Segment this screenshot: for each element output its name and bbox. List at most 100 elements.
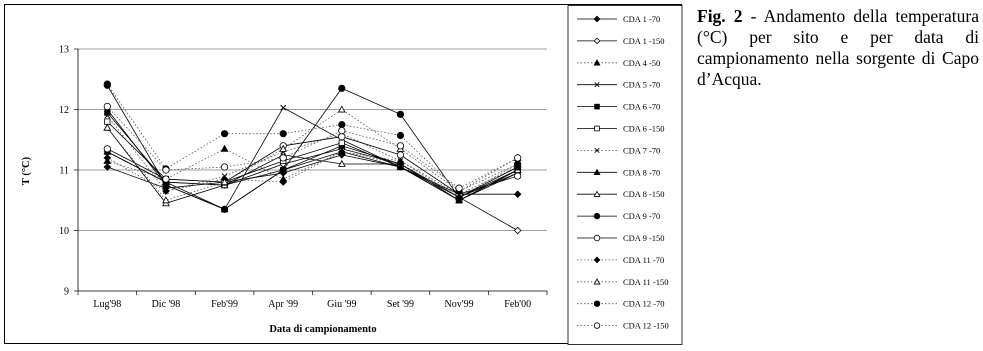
series-line-cda9-150: [107, 136, 518, 195]
legend-marker: [593, 59, 601, 66]
data-point: [279, 166, 287, 174]
x-tick-label: Lug'98: [93, 299, 121, 310]
x-tick-label: Apr '99: [268, 299, 298, 310]
legend-label: CDA 6 -150: [623, 124, 665, 134]
legend-marker: [594, 103, 600, 110]
legend-marker: [594, 125, 600, 132]
legend-label: CDA 5 -70: [623, 80, 660, 90]
x-tick-label: Feb'00: [504, 299, 531, 310]
legend-label: CDA 11 -70: [623, 255, 664, 265]
legend-label: CDA 9 -70: [623, 211, 660, 221]
legend-label: CDA 9 -150: [623, 233, 665, 243]
y-tick-label: 12: [59, 105, 69, 116]
x-tick-label: Feb'99: [211, 299, 238, 310]
gridlines: [78, 48, 547, 231]
data-point: [514, 160, 522, 168]
series-line-cda12-70: [106, 83, 518, 192]
data-point: [337, 105, 346, 113]
data-point: [279, 144, 288, 152]
legend-marker: [593, 322, 601, 329]
legend-marker: [593, 278, 601, 285]
data-point: [220, 130, 229, 138]
legend-label: CDA 1 -150: [623, 36, 665, 46]
legend: CDA 1 -70 CDA 1 -150 CDA 4 -50 CDA 5 -70 CDA…: [567, 5, 683, 345]
data-point: [280, 104, 287, 111]
data-point: [396, 160, 405, 168]
data-point: [396, 142, 405, 150]
x-tick-label: Nov'99: [445, 299, 474, 310]
x-tick-label: Giu '99: [327, 299, 356, 310]
series-lines: [106, 83, 518, 231]
data-point: [513, 190, 522, 198]
series-line-cda1-70: [107, 154, 518, 195]
data-point: [103, 163, 112, 171]
data-point: [455, 184, 463, 192]
data-point: [220, 163, 229, 171]
series-line-cda11-150: [106, 109, 518, 201]
data-point: [338, 127, 346, 135]
data-point: [337, 159, 346, 167]
legend-marker: [593, 37, 601, 45]
y-tick-label: 10: [59, 226, 69, 237]
data-point: [338, 84, 346, 92]
data-point: [220, 178, 229, 186]
legend-label: CDA 12 -70: [623, 299, 665, 309]
data-point: [103, 145, 111, 153]
data-point: [162, 196, 170, 204]
data-point: [396, 110, 405, 118]
legend-label: CDA 8 -70: [623, 167, 660, 177]
data-point: [103, 154, 112, 162]
legend-label: CDA 12 -150: [623, 321, 669, 331]
y-tick-label: 11: [59, 166, 69, 177]
legend-marker: [594, 82, 600, 88]
legend-marker: [593, 234, 601, 242]
line-chart: 9 10 11 12 13 Lug'98 Dic '98 Feb'99 Apr '99 Giu '…: [21, 5, 683, 345]
legend-marker: [594, 147, 600, 153]
legend-marker: [593, 300, 601, 307]
legend-box: [567, 5, 683, 345]
data-point: [396, 151, 405, 159]
caption-text: - Andamento della temperatura (°C) per s…: [697, 6, 979, 89]
data-point: [514, 154, 522, 162]
y-tick-label: 9: [64, 287, 69, 298]
legend-label: CDA 4 -50: [623, 58, 660, 68]
legend-label: CDA 6 -70: [623, 102, 660, 112]
y-tick-label: 13: [59, 45, 69, 56]
data-point: [104, 112, 111, 119]
series-markers: [103, 80, 522, 235]
axes: 9 10 11 12 13 Lug'98 Dic '98 Feb'99 Apr '99 Giu '…: [59, 45, 548, 310]
data-point: [513, 226, 522, 235]
data-point: [104, 109, 111, 116]
legend-marker: [593, 212, 601, 220]
data-point: [455, 193, 463, 201]
data-point: [338, 121, 346, 129]
chart-frame: 9 10 11 12 13 Lug'98 Dic '98 Feb'99 Apr '99 Giu '…: [4, 4, 683, 345]
legend-marker: [593, 168, 601, 175]
data-point: [220, 144, 229, 152]
data-point: [103, 123, 112, 131]
legend-label: CDA 11 -150: [623, 277, 669, 287]
data-point: [338, 133, 346, 141]
series-line-cda7-70: [106, 115, 518, 195]
figure-caption: Fig. 2 - Andamento della temperatura (°C…: [697, 6, 979, 90]
series-line-cda11-70: [107, 151, 518, 198]
data-point: [103, 80, 111, 88]
legend-label: CDA 1 -70: [623, 14, 660, 24]
x-axis-title: Data di campionamento: [269, 324, 376, 335]
legend-label: CDA 8 -150: [623, 189, 665, 199]
data-point: [220, 205, 229, 213]
data-point: [162, 187, 170, 195]
data-point: [338, 139, 345, 146]
series-line-cda4-50: [107, 148, 518, 198]
data-point: [162, 175, 170, 183]
series-line-cda8-70: [107, 151, 518, 210]
data-point: [396, 131, 405, 140]
x-tick-label: Dic '98: [152, 299, 181, 310]
series-line-cda6-70: [106, 112, 518, 201]
legend-label: CDA 7 -70: [623, 145, 660, 155]
legend-marker: [593, 15, 601, 23]
data-point: [279, 154, 287, 162]
caption-label: Fig. 2: [697, 6, 743, 26]
data-point: [162, 181, 170, 189]
legend-marker: [593, 190, 601, 197]
